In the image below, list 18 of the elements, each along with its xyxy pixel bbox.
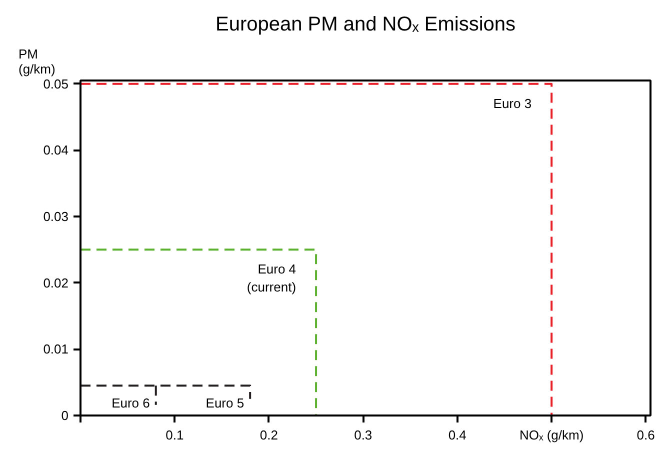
series-label: Euro 4 (current) — [246, 262, 296, 295]
y-tick-label: 0.04 — [43, 142, 69, 158]
y-tick-label: 0 — [61, 408, 69, 423]
series-label: Euro 5 — [206, 396, 244, 411]
x-tick-label: NOₓ (g/km) — [519, 428, 584, 442]
series-label: Euro 6 — [112, 396, 150, 411]
y-tick-label: 0.02 — [43, 275, 69, 290]
chart-title: European PM and NOₓ Emissions — [215, 14, 516, 36]
y-tick-label: 0.01 — [43, 342, 69, 357]
y-axis-title: PM (g/km) — [18, 46, 56, 76]
x-tick-label: 0.6 — [636, 428, 655, 442]
series-label: Euro 3 — [493, 96, 532, 111]
x-tick-label: 0.4 — [448, 428, 466, 442]
y-tick-label: 0.05 — [43, 76, 69, 92]
x-tick-label: 0.1 — [166, 428, 184, 442]
y-tick-label: 0.03 — [43, 208, 69, 224]
x-tick-label: 0.3 — [354, 428, 372, 442]
x-tick-label: 0.2 — [260, 428, 278, 442]
